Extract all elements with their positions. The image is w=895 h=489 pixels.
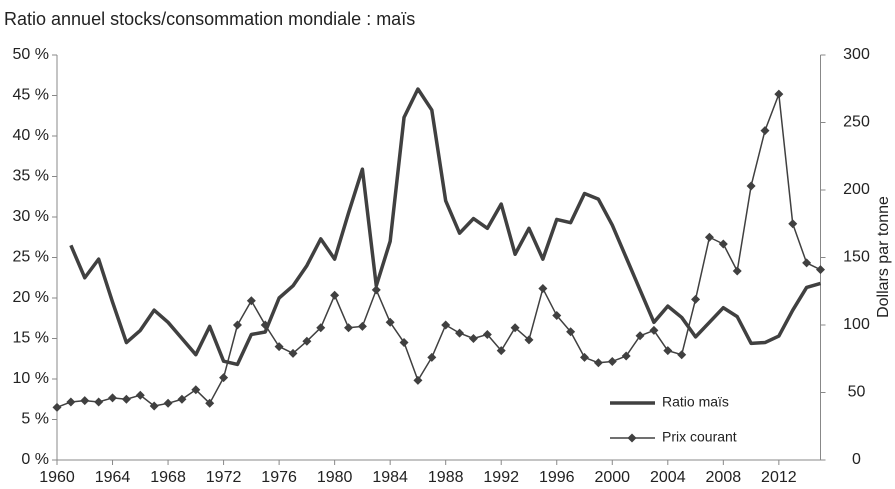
marker: [149, 401, 159, 411]
marker: [566, 327, 576, 337]
y-tick-label: 20 %: [13, 289, 49, 306]
marker: [66, 397, 76, 407]
marker: [246, 296, 256, 306]
marker: [455, 328, 465, 338]
marker: [302, 336, 312, 346]
marker: [344, 323, 354, 333]
legend-label: Ratio maïs: [662, 394, 729, 410]
marker: [288, 348, 298, 358]
series-line: [56, 93, 821, 409]
y-tick-label: 15 %: [13, 330, 49, 347]
marker: [94, 397, 104, 407]
y-tick-label: 30 %: [13, 208, 49, 225]
marker: [802, 258, 812, 268]
marker: [593, 358, 603, 368]
series-line: [69, 87, 821, 367]
x-tick-label: 1988: [428, 469, 464, 486]
marker: [205, 398, 215, 408]
y-tick-label: 5 %: [21, 411, 49, 428]
marker: [232, 320, 242, 330]
x-tick-label: 2012: [761, 469, 797, 486]
marker: [468, 334, 478, 343]
chart-title: Ratio annuel stocks/consommation mondial…: [4, 9, 415, 29]
marker: [816, 265, 825, 275]
marker: [191, 385, 201, 395]
y2-tick-label: 100: [843, 316, 870, 333]
marker: [691, 294, 701, 304]
x-tick-label: 1984: [372, 469, 408, 486]
marker: [441, 320, 451, 330]
y2-tick-label: 150: [843, 249, 870, 266]
y2-axis-label: Dollars par tonne: [875, 196, 892, 318]
marker: [260, 320, 270, 330]
marker: [80, 396, 90, 406]
marker: [704, 232, 714, 242]
y-tick-label: 35 %: [13, 168, 49, 185]
x-tick-label: 1976: [261, 469, 297, 486]
y2-tick-label: 250: [843, 114, 870, 131]
marker: [677, 350, 687, 360]
marker: [718, 239, 728, 249]
marker: [316, 323, 326, 333]
y2-tick-label: 0: [852, 451, 861, 468]
marker: [788, 219, 798, 229]
marker: [413, 375, 423, 385]
y-tick-label: 10 %: [13, 370, 49, 387]
marker: [135, 390, 145, 400]
legend-label: Prix courant: [662, 429, 737, 445]
marker: [760, 126, 770, 136]
y-tick-label: 25 %: [13, 249, 49, 266]
marker: [552, 311, 562, 321]
marker: [385, 317, 395, 327]
marker: [121, 394, 131, 404]
marker: [330, 290, 340, 300]
legend-marker: [627, 433, 637, 443]
x-tick-label: 1972: [206, 469, 242, 486]
marker: [399, 338, 409, 348]
marker: [219, 373, 229, 383]
marker: [427, 352, 437, 362]
x-tick-label: 2008: [706, 469, 742, 486]
y2-tick-label: 50: [848, 384, 866, 401]
x-tick-label: 1992: [483, 469, 519, 486]
x-tick-label: 2004: [650, 469, 686, 486]
x-tick-label: 1960: [39, 469, 75, 486]
marker: [496, 346, 506, 356]
x-tick-label: 1964: [95, 469, 131, 486]
marker: [538, 284, 548, 294]
y-tick-label: 45 %: [13, 87, 49, 104]
marker: [108, 393, 118, 403]
x-tick-label: 1996: [539, 469, 575, 486]
x-tick-label: 1980: [317, 469, 353, 486]
marker: [635, 331, 645, 341]
marker: [580, 352, 590, 362]
marker: [649, 325, 659, 335]
marker: [371, 285, 381, 295]
y-tick-label: 50 %: [13, 46, 49, 63]
marker: [746, 181, 756, 191]
marker: [510, 323, 520, 333]
marker: [357, 321, 367, 331]
marker: [482, 329, 492, 339]
x-tick-label: 2000: [594, 469, 630, 486]
marker: [177, 394, 187, 404]
y-tick-label: 40 %: [13, 127, 49, 144]
marker: [732, 266, 742, 276]
y2-tick-label: 300: [843, 46, 870, 63]
marker: [621, 351, 631, 361]
marker: [163, 398, 173, 408]
marker: [774, 89, 784, 99]
marker: [524, 335, 534, 345]
marker: [52, 402, 62, 412]
marker: [607, 356, 617, 366]
y-tick-label: 0 %: [21, 451, 49, 468]
marker: [274, 342, 284, 352]
y2-tick-label: 200: [843, 181, 870, 198]
x-tick-label: 1968: [150, 469, 186, 486]
marker: [663, 346, 673, 356]
